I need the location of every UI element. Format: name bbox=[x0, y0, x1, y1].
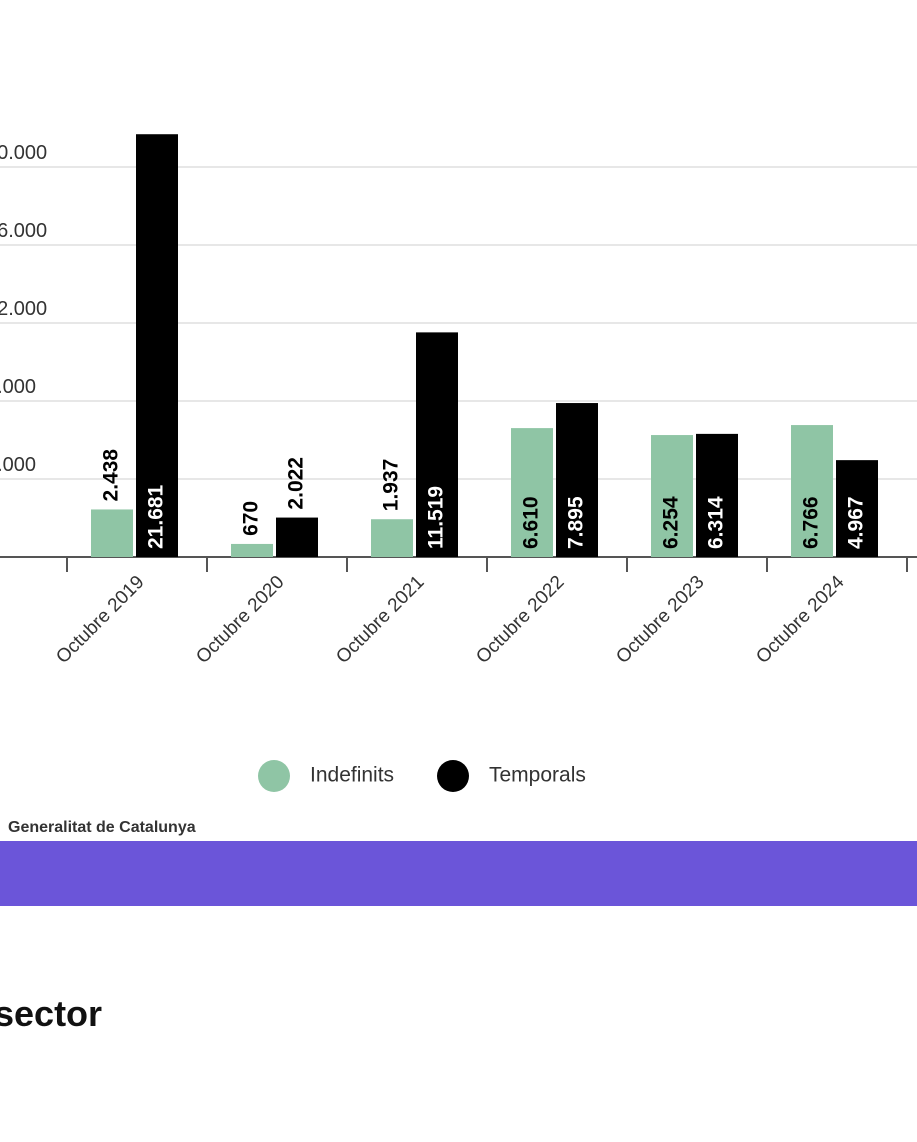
bar bbox=[371, 519, 413, 557]
x-tick-label: Octubre 2019 bbox=[52, 572, 148, 668]
value-label: 11.519 bbox=[425, 486, 448, 549]
value-label: 6.314 bbox=[705, 496, 728, 549]
y-tick-label: 12.000 bbox=[0, 298, 47, 320]
bar bbox=[231, 543, 273, 557]
legend-label: Indefinits bbox=[310, 764, 394, 787]
y-tick-label: 16.000 bbox=[0, 220, 47, 242]
bar bbox=[276, 517, 318, 557]
section-heading: sector bbox=[0, 993, 102, 1034]
legend-swatch bbox=[437, 760, 469, 792]
value-label: 6.254 bbox=[660, 496, 683, 549]
value-label: 2.022 bbox=[285, 457, 308, 510]
x-tick-label: Octubre 2023 bbox=[612, 572, 708, 668]
legend-swatch bbox=[258, 760, 290, 792]
y-tick-label: 8.000 bbox=[0, 376, 36, 398]
bar bbox=[556, 403, 598, 557]
value-label: 6.766 bbox=[800, 496, 823, 549]
bar bbox=[791, 425, 833, 557]
x-tick-label: Octubre 2020 bbox=[192, 572, 288, 668]
bar bbox=[836, 460, 878, 557]
x-tick-label: Octubre 2021 bbox=[332, 572, 428, 668]
value-label: 2.438 bbox=[100, 449, 123, 502]
bar bbox=[696, 433, 738, 557]
bar bbox=[136, 134, 178, 557]
bar bbox=[416, 332, 458, 557]
value-label: 21.681 bbox=[145, 484, 168, 549]
bar bbox=[91, 509, 133, 557]
x-tick-label: Octubre 2024 bbox=[752, 571, 849, 668]
source: Generalitat de Catalunya bbox=[8, 819, 196, 836]
value-label: 1.937 bbox=[380, 459, 403, 512]
y-tick-label: 20.000 bbox=[0, 142, 47, 164]
value-label: 6.610 bbox=[520, 496, 543, 549]
value-label: 7.895 bbox=[565, 496, 588, 549]
x-tick-label: Octubre 2022 bbox=[472, 572, 568, 668]
bar bbox=[511, 428, 553, 557]
bar bbox=[651, 435, 693, 557]
legend-label: Temporals bbox=[489, 764, 586, 787]
y-tick-label: 4.000 bbox=[0, 454, 36, 476]
value-label: 4.967 bbox=[845, 496, 868, 549]
value-label: 670 bbox=[240, 501, 263, 536]
banner bbox=[0, 841, 917, 906]
